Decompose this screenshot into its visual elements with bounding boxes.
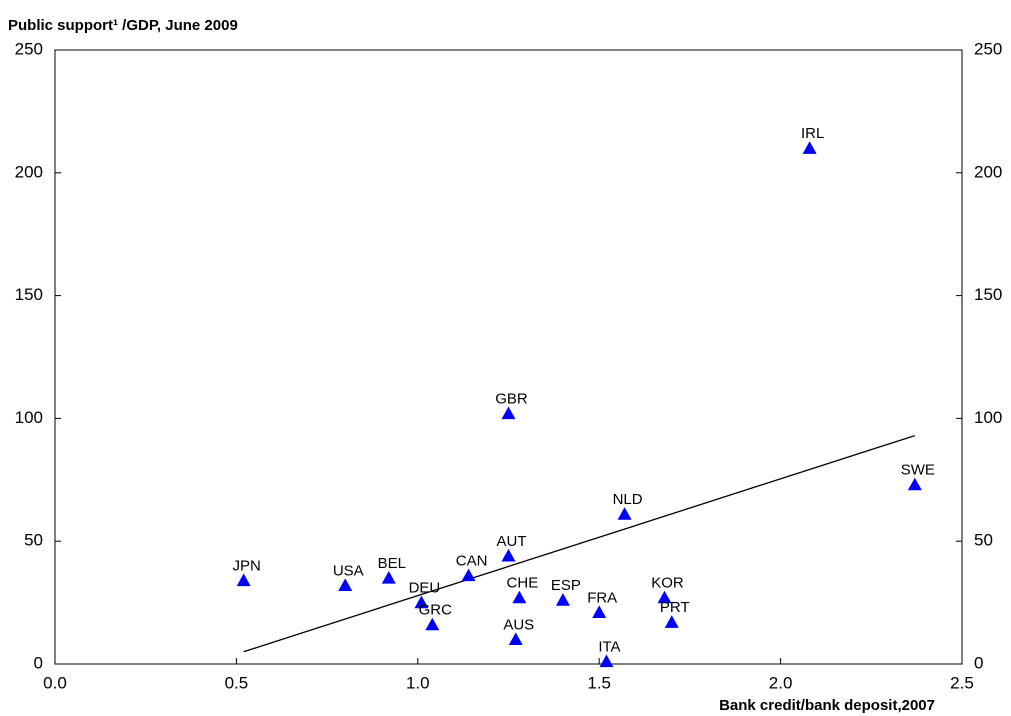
x-tick-label: 2.0	[769, 673, 793, 692]
x-tick-label: 1.5	[587, 673, 611, 692]
point-label: GRC	[419, 602, 453, 619]
point	[907, 477, 922, 491]
point-label: IRL	[801, 125, 824, 142]
point	[414, 595, 429, 609]
x-tick-label: 1.0	[406, 673, 430, 692]
y2-tick-label: 250	[974, 39, 1002, 58]
x-tick-label: 2.5	[950, 673, 974, 692]
point	[338, 578, 353, 592]
trend-line	[243, 434, 916, 653]
y2-tick-label: 200	[974, 162, 1002, 181]
y2-tick-label: 150	[974, 285, 1002, 304]
point-label: SWE	[901, 462, 935, 479]
point-label: CAN	[456, 553, 488, 570]
point	[425, 617, 440, 631]
point-label: DEU	[409, 580, 441, 597]
y-tick-label: 250	[15, 39, 43, 58]
plot-frame	[54, 49, 963, 665]
point	[381, 571, 396, 584]
point-label: GBR	[495, 390, 528, 407]
point	[617, 507, 632, 520]
point-label: ITA	[598, 639, 620, 656]
point	[501, 548, 516, 562]
point-label: CHE	[507, 575, 539, 592]
x-tick-label: 0.5	[225, 673, 249, 692]
y-axis-title: Public support¹ /GDP, June 2009	[8, 17, 238, 34]
point-label: AUT	[497, 533, 527, 550]
y2-tick-label: 0	[974, 653, 983, 672]
x-axis-title: Bank credit/bank deposit,2007	[719, 697, 935, 714]
point-label: KOR	[651, 575, 684, 592]
point-label: NLD	[613, 491, 643, 508]
point-label: AUS	[503, 616, 534, 633]
y-tick-label: 50	[24, 531, 43, 550]
point-label: BEL	[378, 555, 406, 572]
x-tick-label: 0.0	[43, 673, 67, 692]
point-label: PRT	[660, 599, 690, 616]
point	[501, 406, 516, 420]
y2-tick-label: 100	[974, 408, 1002, 427]
point-label: USA	[333, 562, 364, 579]
point	[512, 590, 527, 604]
y-tick-label: 200	[15, 162, 43, 181]
y-tick-label: 100	[15, 408, 43, 427]
point	[236, 573, 251, 587]
y-tick-label: 150	[15, 285, 43, 304]
point	[461, 568, 476, 582]
point	[802, 141, 817, 154]
point	[592, 605, 607, 619]
point	[657, 590, 672, 604]
point-label: FRA	[587, 589, 617, 606]
point-label: ESP	[551, 577, 581, 594]
point	[664, 615, 679, 628]
y-tick-label: 0	[34, 653, 43, 672]
point	[555, 593, 570, 606]
point	[599, 654, 614, 668]
point-label: JPN	[232, 557, 260, 574]
y2-tick-label: 50	[974, 531, 993, 550]
point	[508, 632, 523, 646]
